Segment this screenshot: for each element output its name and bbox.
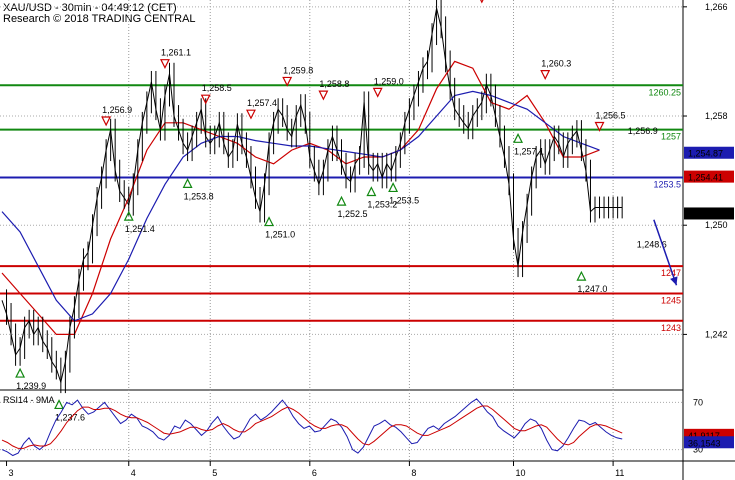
- pivot-low-marker: [264, 216, 275, 227]
- rsi-value-box: [684, 436, 734, 449]
- forecast-arrow-shaft: [653, 219, 678, 286]
- pivot-high-marker: [480, 0, 484, 4]
- rsi-tick-label: 30: [693, 445, 703, 455]
- price-box: [684, 170, 734, 183]
- pivot-low-label: 1,237.6: [55, 412, 85, 422]
- rsi-line-rsi: [1, 398, 623, 457]
- level-label-r1: 1260.25: [648, 87, 681, 97]
- pivot-high-marker: [101, 116, 112, 127]
- pivot-low-marker: [182, 178, 193, 188]
- x-tick-label: 6: [312, 468, 317, 478]
- rsi-tick-label: 70: [693, 397, 703, 407]
- chart-title: XAU/USD - 30min - 04:49:12 (CET): [3, 2, 177, 14]
- pivot-high-label: 1,256.9: [102, 105, 132, 115]
- level-label-s2: 1245: [661, 295, 681, 305]
- rsi-value-label: 36.1543: [688, 438, 721, 448]
- pivot-high-label: 1,261.1: [161, 48, 191, 58]
- x-tick-label: 3: [9, 468, 14, 478]
- price-box-label: 1,254.87: [688, 149, 723, 159]
- pivot-high-marker: [200, 94, 211, 105]
- pivot-high-marker: [318, 90, 329, 101]
- x-tick-label: 4: [131, 468, 136, 478]
- forecast-arrow-head: [670, 276, 678, 286]
- rsi-value-label: 41.9117: [688, 431, 720, 441]
- pivot-low-label: 1,253.5: [389, 195, 419, 205]
- pivot-high-marker: [159, 59, 170, 70]
- price-label: 1,248.6: [637, 239, 667, 249]
- pivot-high-label: 1,258.8: [319, 79, 349, 89]
- pivot-high-label: 1,257.4: [247, 98, 277, 108]
- pivot-low-marker: [123, 210, 134, 221]
- y-tick-label: 1,258: [705, 111, 728, 121]
- pivot-high-marker: [245, 109, 256, 120]
- price-label: 1,256.9: [628, 126, 658, 136]
- y-tick-label: 1,266: [705, 2, 728, 12]
- rsi-line-rsi_ma: [1, 405, 623, 449]
- level-label-r2: 1257: [661, 132, 681, 142]
- pivot-high-marker: [540, 70, 551, 80]
- series-line-price: [1, 8, 623, 385]
- chart-copyright: Research © 2018 TRADING CENTRAL: [3, 13, 196, 25]
- pivot-low-label: 1,251.4: [125, 224, 155, 234]
- pivot-low-label: 1,247.0: [577, 284, 607, 294]
- y-tick-label: 1,242: [705, 329, 728, 339]
- x-tick-label: 5: [212, 468, 217, 478]
- pivot-high-label: 1,259.0: [374, 76, 404, 86]
- pivot-low-marker: [388, 182, 399, 193]
- pivot-low-marker: [336, 195, 347, 206]
- pivot-low-label: 1,251.0: [265, 230, 295, 240]
- x-tick-label: 8: [411, 468, 416, 478]
- pivot-low-label: 1,253.8: [184, 191, 214, 201]
- price-box-label: 1,254.41: [688, 173, 723, 183]
- pivot-low-label: 1,252.5: [338, 209, 368, 219]
- level-label-pivot: 1253.5: [653, 179, 681, 189]
- pivot-high-label: 1,260.3: [541, 59, 571, 69]
- price-box: [684, 207, 734, 220]
- pivot-high-marker: [372, 87, 383, 98]
- series-line-ma_slow: [1, 90, 600, 322]
- pivot-low-marker: [513, 132, 524, 143]
- pivot-low-label: 1,257.1: [514, 146, 544, 156]
- price-box-label: 1,251.3: [688, 209, 718, 219]
- pivot-low-label: 1,239.9: [16, 381, 46, 391]
- pivot-high-label: 1,258.5: [202, 83, 232, 93]
- pivot-high-marker: [282, 76, 293, 87]
- pivot-high-label: 1,259.8: [283, 65, 313, 75]
- x-tick-label: 10: [516, 468, 526, 478]
- y-tick-label: 1,250: [705, 220, 728, 230]
- pivot-low-marker: [15, 367, 26, 378]
- price-box: [684, 146, 734, 159]
- pivot-low-marker: [366, 186, 377, 197]
- pivot-high-label: 1,256.5: [596, 110, 626, 120]
- pivot-low-marker: [54, 399, 65, 410]
- pivot-low-label: 1,253.2: [367, 200, 397, 210]
- rsi-title: RSI14 - 9MA: [3, 395, 55, 405]
- pivot-high-marker: [594, 121, 605, 132]
- x-tick-label: 11: [615, 468, 624, 478]
- pivot-low-marker: [576, 270, 587, 281]
- level-label-s3: 1243: [661, 323, 681, 333]
- level-label-s1: 1247: [661, 268, 681, 278]
